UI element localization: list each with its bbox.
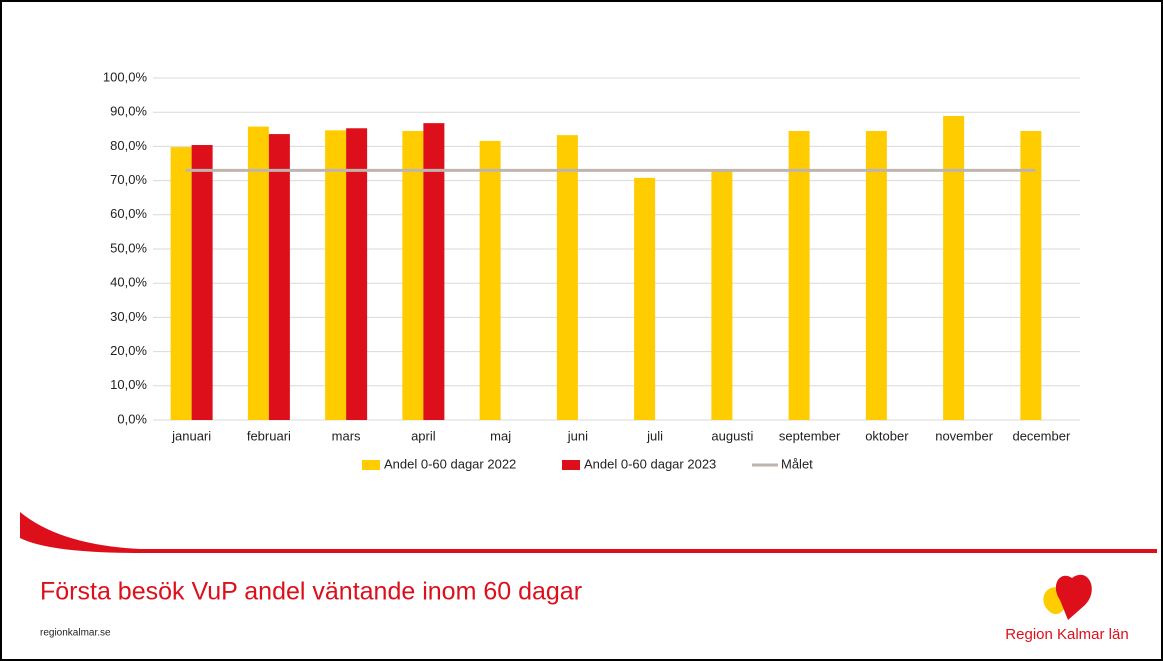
x-tick-label: december [1012,428,1070,443]
bar [402,131,424,420]
x-tick-label: augusti [711,428,753,443]
logo: Region Kalmar län [1005,574,1129,643]
x-tick-label: mars [332,428,361,443]
logo-text: Region Kalmar län [1005,626,1128,643]
bar [943,115,965,420]
y-tick-label: 10,0% [110,377,147,392]
bar [1020,131,1042,420]
red-swoosh [20,512,1157,553]
x-tick-label: oktober [865,428,909,443]
bar [268,134,290,420]
legend-label: Andel 0-60 dagar 2022 [384,456,516,471]
x-tick-label: januari [171,428,211,443]
bar [346,128,368,421]
y-tick-label: 0,0% [117,411,147,426]
bar [170,147,192,421]
legend-label: Andel 0-60 dagar 2023 [584,456,716,471]
y-tick-label: 30,0% [110,309,147,324]
bar [479,140,501,421]
y-tick-label: 20,0% [110,343,147,358]
bar [865,131,887,420]
y-tick-label: 60,0% [110,206,147,221]
bar [325,130,347,421]
slide-title: Första besök VuP andel väntande inom 60 … [40,578,582,606]
x-tick-label: juli [646,428,663,443]
y-tick-label: 50,0% [110,240,147,255]
legend-label: Målet [781,456,813,471]
legend-swatch [562,460,580,470]
y-tick-label: 70,0% [110,172,147,187]
x-tick-label: september [779,428,841,443]
bar [423,123,445,421]
y-tick-label: 80,0% [110,138,147,153]
bar [191,145,213,421]
x-tick-label: juni [567,428,588,443]
x-tick-label: maj [490,428,511,443]
y-tick-label: 40,0% [110,275,147,290]
y-tick-label: 90,0% [110,104,147,119]
x-tick-label: november [935,428,993,443]
legend-swatch [362,460,380,470]
bar [247,126,269,421]
x-tick-label: februari [247,428,291,443]
y-tick-label: 100,0% [103,69,148,84]
bar [634,177,656,420]
bar [711,171,733,420]
logo-red [1055,574,1092,620]
bar [788,131,810,420]
x-tick-label: april [411,428,436,443]
footer-url: regionkalmar.se [40,628,111,639]
bar [556,135,578,420]
